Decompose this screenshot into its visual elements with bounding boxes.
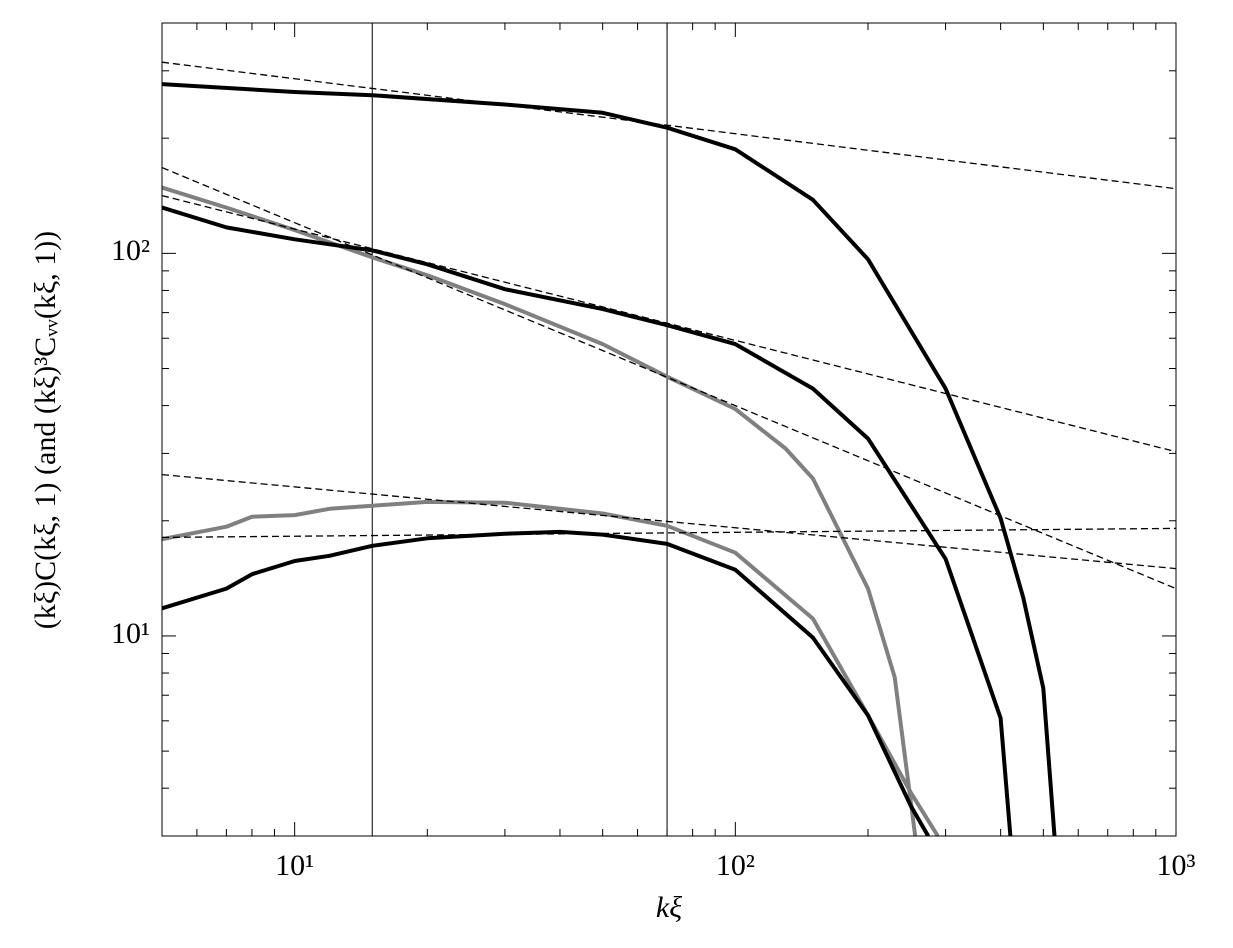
fit-line xyxy=(162,61,1176,190)
data-line xyxy=(162,529,930,836)
fit-line xyxy=(162,194,1176,453)
plot-frame xyxy=(161,22,1177,837)
fit-line xyxy=(162,473,1176,570)
data-line xyxy=(162,499,940,836)
x-tick-label: 10² xyxy=(716,849,755,882)
fit-line xyxy=(162,166,1176,590)
fit-line xyxy=(162,527,1176,539)
x-tick-label: 10¹ xyxy=(275,849,314,882)
x-tick-label: 10³ xyxy=(1157,849,1196,882)
y-axis-label: (kξ)C(kξ, 1) (and (kξ)³Cᵥᵥ(kξ, 1)) xyxy=(29,231,62,629)
data-line xyxy=(162,205,1013,836)
x-axis-label: kξ xyxy=(656,891,682,924)
data-line xyxy=(162,185,918,836)
y-tick-label: 10² xyxy=(111,234,150,267)
y-tick-label: 10¹ xyxy=(111,617,150,650)
plot-area xyxy=(162,23,1176,836)
data-line xyxy=(162,82,1057,836)
